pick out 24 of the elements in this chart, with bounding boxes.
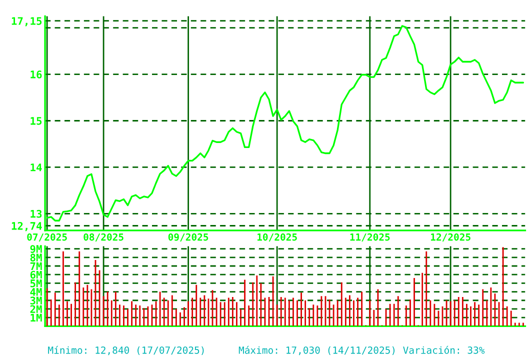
y-tick-label: 5M <box>30 280 42 288</box>
x-tick-label: 09/2025 <box>168 233 208 242</box>
y-tick-label: 13 <box>30 210 42 218</box>
text: Variación: 33% <box>403 346 485 354</box>
text: Máximo: 17,030 (14/11/2025) <box>238 346 395 356</box>
y-tick-label: 6M <box>30 270 42 279</box>
y-tick-label: 9M <box>30 245 42 253</box>
x-tick-label: 12/2025 <box>430 233 470 242</box>
text: Mínimo: 12,840 (17/07/2025) <box>48 346 204 356</box>
y-tick-label: 16 <box>30 70 42 78</box>
x-tick-label: 08/2025 <box>84 233 124 242</box>
x-tick-label: 10/2025 <box>257 233 297 242</box>
y-tick-label: 2M <box>30 305 42 313</box>
y-tick-label: 12,74 <box>12 222 42 232</box>
y-tick-label: 15 <box>30 117 42 125</box>
y-tick-label: 17,15 <box>12 17 42 26</box>
y-tick-label: 14 <box>30 164 42 172</box>
y-tick-label: 3M <box>30 296 42 304</box>
x-tick-label: 11/2025 <box>350 233 390 242</box>
y-tick-label: 4M <box>30 288 42 296</box>
x-tick-label: 07/2025 <box>27 233 67 242</box>
y-tick-label: 8M <box>30 254 42 262</box>
y-tick-label: 1M <box>30 314 42 322</box>
y-tick-label: 7M <box>30 262 42 270</box>
